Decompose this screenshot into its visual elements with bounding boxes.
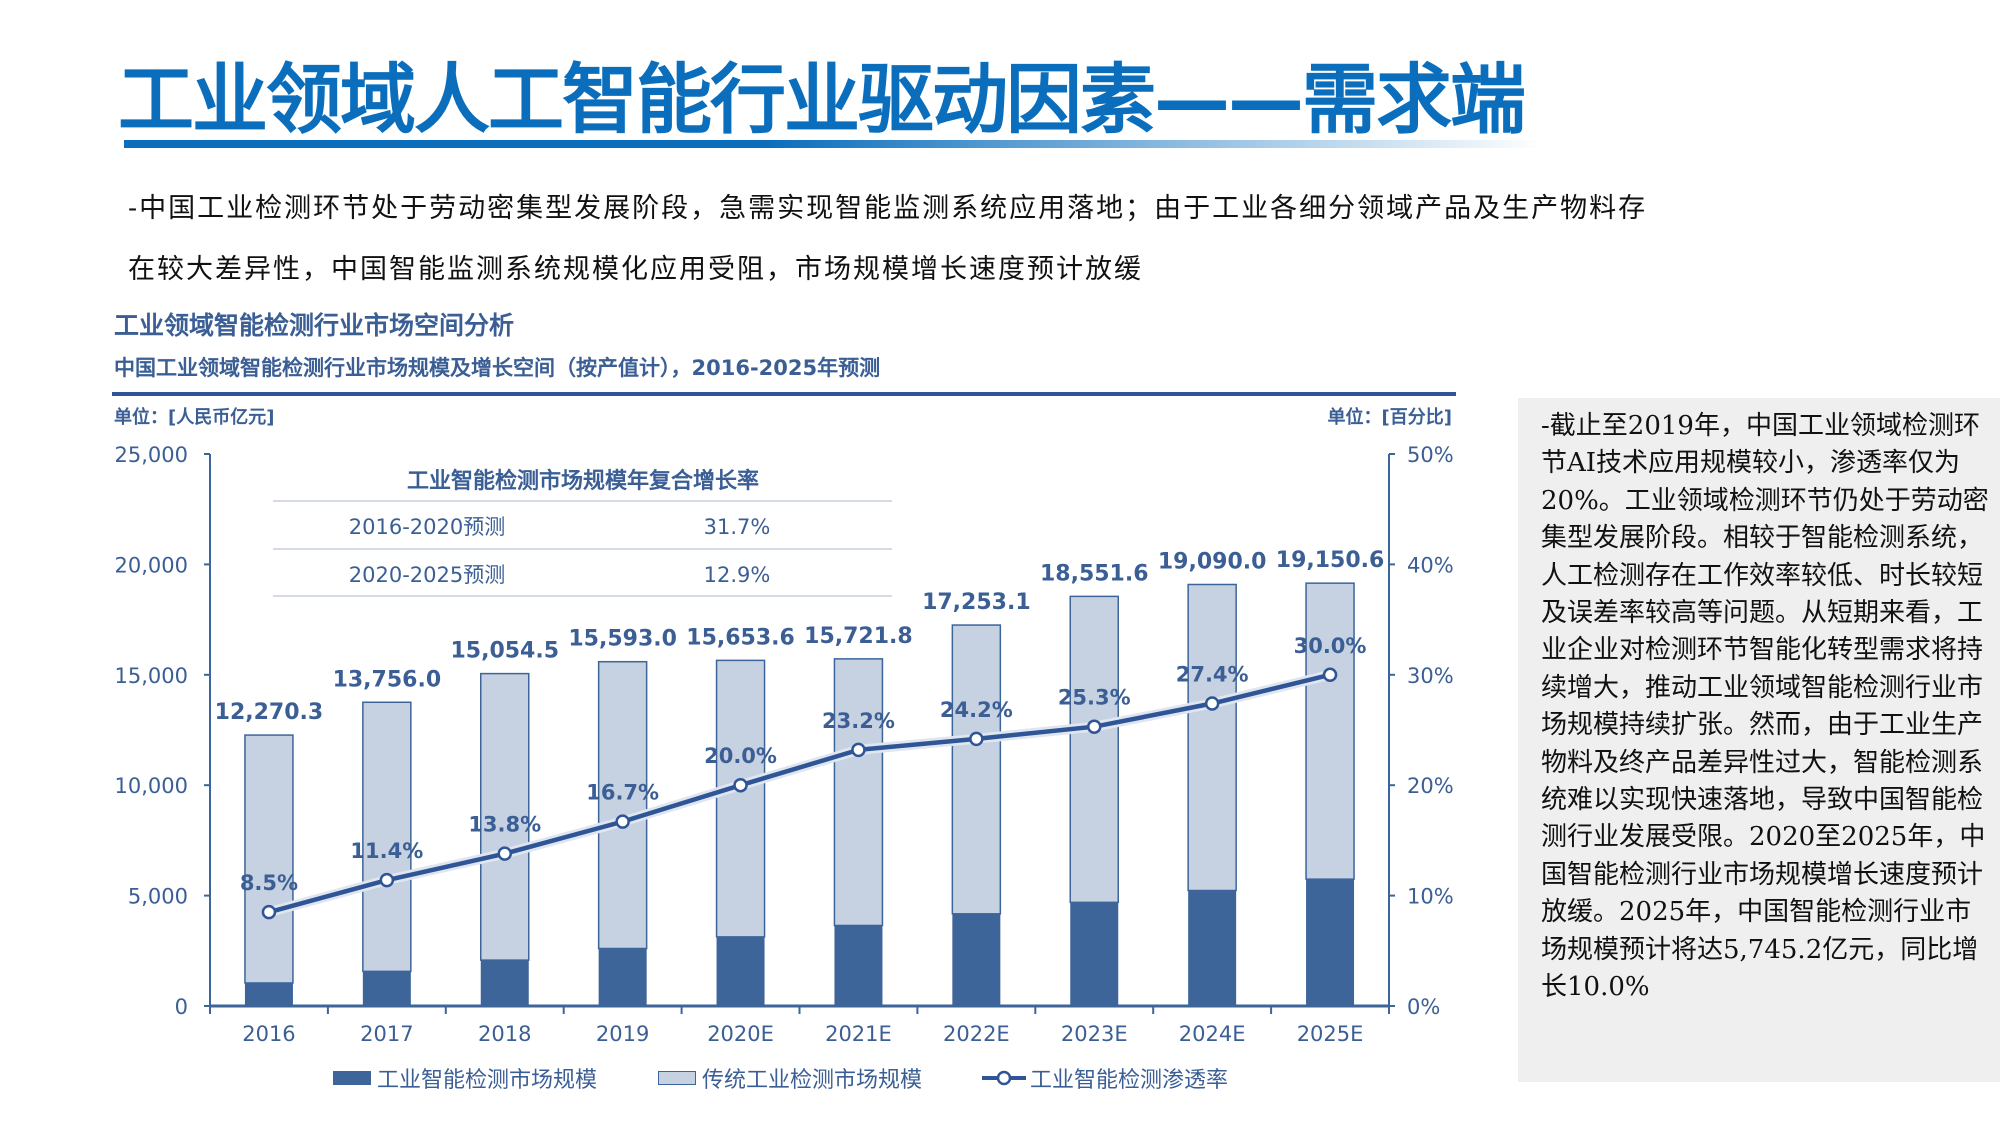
penetration-label: 16.7% <box>586 781 659 805</box>
bar-smart <box>1306 879 1355 1006</box>
penetration-point <box>497 846 512 861</box>
x-tick-label: 2025E <box>1297 1022 1364 1046</box>
x-tick-label: 2020E <box>707 1022 774 1046</box>
bar-traditional <box>1305 582 1355 880</box>
bar-total-label: 17,253.1 <box>922 590 1031 615</box>
bar-smart <box>244 982 293 1006</box>
body-text-line-1: -中国工业检测环节处于劳动密集型发展阶段，急需实现智能监测系统应用落地；由于工业… <box>128 193 1648 224</box>
x-tick-label: 2022E <box>943 1022 1010 1046</box>
penetration-point <box>733 777 748 793</box>
body-text-line-2: 在较大差异性，中国智能监测系统规模化应用受阻，市场规模增长速度预计放缓 <box>128 254 1143 285</box>
bar-traditional <box>715 659 766 938</box>
y2-tick-label: 50% <box>1407 443 1454 467</box>
penetration-point <box>615 814 630 829</box>
penetration-point <box>1087 719 1102 734</box>
bar-total-label: 15,721.8 <box>804 624 913 649</box>
legend-item-penetration: 工业智能检测渗透率 <box>982 1062 1228 1094</box>
y-tick-label: 5,000 <box>128 885 188 909</box>
chart-plot: 0 5,000 10,000 15,000 20,000 25,000 0% 10% 20% 30… <box>115 443 1454 1046</box>
y2-tick-label: 30% <box>1407 664 1454 688</box>
bar-traditional <box>833 658 884 927</box>
penetration-line <box>268 672 1331 915</box>
penetration-label: 27.4% <box>1176 663 1249 687</box>
bar-total-label: 15,653.6 <box>686 625 795 650</box>
chart-top-rule <box>112 392 1456 396</box>
penetration-label: 24.2% <box>940 698 1013 722</box>
y-tick-label: 20,000 <box>115 553 188 577</box>
penetration-point <box>969 731 984 747</box>
y2-tick-label: 10% <box>1407 885 1454 909</box>
penetration-label: 30.0% <box>1294 634 1367 658</box>
bar-traditional <box>951 624 1002 915</box>
legend-swatch-light <box>658 1071 696 1085</box>
right-axis-unit: 单位：[百分比] <box>1327 407 1452 428</box>
inset-table-period: 2016-2020预测 <box>349 515 505 539</box>
legend-swatch-dark <box>333 1071 371 1085</box>
penetration-point <box>261 904 277 920</box>
penetration-label: 23.2% <box>822 709 895 733</box>
bar-traditional <box>1069 595 1119 904</box>
bar-smart <box>834 925 883 1006</box>
bar-total-label: 12,270.3 <box>215 700 324 725</box>
y-tick-label: 0 <box>175 995 188 1019</box>
section-title: 工业领域智能检测行业市场空间分析 <box>114 311 515 340</box>
x-tick-label: 2016 <box>242 1022 295 1046</box>
page-title: 工业领域人工智能行业驱动因素——需求端 <box>118 55 1526 144</box>
y-tick-label: 25,000 <box>115 443 188 467</box>
penetration-label: 13.8% <box>468 813 541 837</box>
x-tick-label: 2017 <box>360 1022 413 1046</box>
y2-tick-label: 0% <box>1407 995 1440 1019</box>
penetration-point <box>379 872 395 888</box>
left-axis-unit: 单位：[人民币亿元] <box>114 407 275 428</box>
bar-traditional <box>597 660 648 950</box>
bar-smart <box>1188 890 1237 1006</box>
bar-total-label: 19,090.0 <box>1158 549 1267 574</box>
penetration-label: 25.3% <box>1058 686 1131 710</box>
legend-label: 工业智能检测渗透率 <box>1030 1068 1229 1093</box>
penetration-point <box>1204 696 1220 711</box>
side-panel <box>1518 398 2000 1082</box>
bar-smart <box>716 936 765 1006</box>
chart-subtitle: 中国工业领域智能检测行业市场规模及增长空间（按产值计），2016-2025年预测 <box>114 356 881 380</box>
x-tick-label: 2023E <box>1061 1022 1128 1046</box>
inset-table-value: 12.9% <box>704 563 771 587</box>
penetration-point <box>851 742 866 758</box>
penetration-label: 20.0% <box>704 744 777 768</box>
inset-table-value: 31.7% <box>704 515 771 539</box>
y2-tick-label: 20% <box>1407 774 1454 798</box>
side-panel-text: -截止至2019年，中国工业领域检测环节AI技术应用规模较小，渗透率仅为20%。… <box>1541 411 1989 1003</box>
legend-item-traditional: 传统工业检测市场规模 <box>658 1062 922 1094</box>
inset-table-title: 工业智能检测市场规模年复合增长率 <box>407 468 759 494</box>
bar-total-label: 19,150.6 <box>1276 548 1385 573</box>
bar-traditional <box>362 701 412 973</box>
bar-traditional <box>1187 583 1237 892</box>
y-tick-label: 10,000 <box>115 774 188 798</box>
legend-label: 传统工业检测市场规模 <box>702 1068 923 1093</box>
legend-label: 工业智能检测市场规模 <box>377 1068 598 1093</box>
bar-smart <box>598 948 647 1006</box>
y-tick-label: 15,000 <box>115 664 188 688</box>
x-tick-label: 2019 <box>596 1022 649 1046</box>
bar-total-label: 15,593.0 <box>568 627 677 652</box>
penetration-label: 8.5% <box>240 871 298 895</box>
bar-smart <box>1070 902 1119 1006</box>
bar-smart <box>362 971 411 1006</box>
bar-smart <box>480 960 529 1006</box>
bar-total-label: 13,756.0 <box>333 667 442 692</box>
x-tick-label: 2021E <box>825 1022 892 1046</box>
x-tick-label: 2018 <box>478 1022 531 1046</box>
legend-item-smart: 工业智能检测市场规模 <box>333 1062 597 1094</box>
bar-total-label: 15,054.5 <box>450 639 559 664</box>
x-tick-label: 2024E <box>1179 1022 1246 1046</box>
bar-total-label: 18,551.6 <box>1040 561 1149 586</box>
penetration-label: 11.4% <box>350 839 423 863</box>
bar-smart <box>952 913 1001 1006</box>
y2-tick-label: 40% <box>1407 553 1454 577</box>
penetration-point <box>1322 667 1338 683</box>
title-underline <box>124 140 1544 148</box>
inset-table-period: 2020-2025预测 <box>349 563 505 587</box>
legend-line-marker-icon <box>982 1070 1026 1086</box>
bar-traditional <box>244 734 294 984</box>
